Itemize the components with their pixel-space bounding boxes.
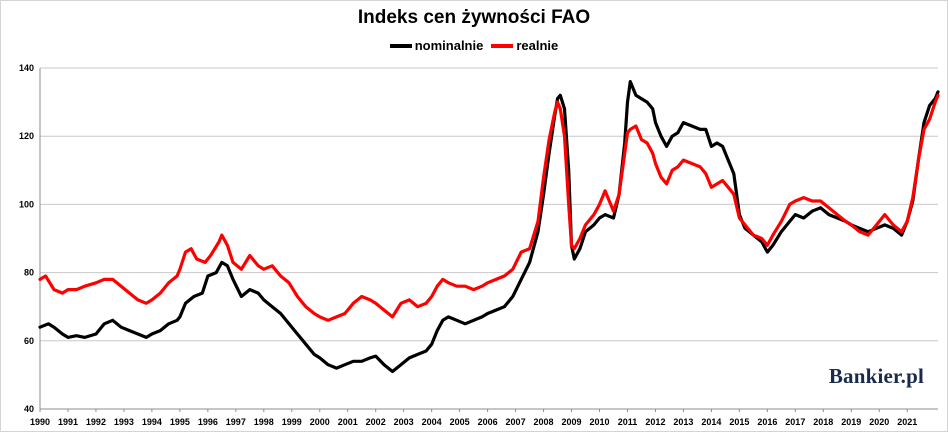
x-tick-label: 2010 [589, 417, 609, 427]
y-tick-label: 60 [24, 336, 34, 346]
x-tick-label: 2003 [394, 417, 414, 427]
series-line-real [38, 93, 940, 322]
legend-swatch-nominal [389, 43, 412, 48]
x-tick-label: 2000 [310, 417, 330, 427]
series-line-nominal [38, 80, 940, 374]
x-tick-label: 2009 [562, 417, 582, 427]
x-tick-label: 2013 [673, 417, 693, 427]
x-tick-label: 2007 [506, 417, 526, 427]
y-tick-label: 80 [24, 268, 34, 278]
y-tick-label: 140 [19, 63, 34, 73]
x-tick-label: 1992 [86, 417, 106, 427]
chart-title: Indeks cen żywności FAO [357, 7, 591, 28]
x-tick-label: 2012 [645, 417, 665, 427]
x-tick-label: 2018 [813, 417, 833, 427]
bankier-logo: Bankier.pl [828, 364, 924, 388]
legend-swatch-real [491, 43, 514, 48]
legend-item-real: realnie [491, 38, 558, 53]
x-tick-label: 2016 [757, 417, 777, 427]
x-tick-label: 2015 [729, 417, 749, 427]
x-tick-label: 1999 [282, 417, 302, 427]
x-tick-label: 2011 [618, 417, 638, 427]
x-tick-label: 1996 [198, 417, 218, 427]
legend-item-nominal: nominalnie [389, 38, 484, 53]
x-tick-label: 2020 [869, 417, 889, 427]
x-tick-label: 2014 [701, 417, 721, 427]
x-tick-label: 1990 [30, 417, 50, 427]
x-tick-label: 2005 [450, 417, 470, 427]
x-tick-label: 2019 [841, 417, 861, 427]
legend-label-nominal: nominalnie [414, 38, 484, 53]
x-tick-label: 2006 [478, 417, 498, 427]
legend: nominalnie realnie [0, 38, 948, 53]
x-tick-label: 1994 [142, 417, 162, 427]
y-tick-label: 40 [24, 404, 34, 414]
y-tick-label: 100 [19, 199, 34, 209]
x-tick-label: 1991 [58, 417, 78, 427]
x-tick-label: 2001 [338, 417, 358, 427]
x-tick-label: 2017 [785, 417, 805, 427]
x-tick-label: 2021 [897, 417, 917, 427]
x-tick-label: 1993 [114, 417, 134, 427]
x-tick-label: 1995 [170, 417, 190, 427]
legend-label-real: realnie [516, 38, 559, 53]
x-tick-label: 2002 [366, 417, 386, 427]
x-tick-label: 2008 [534, 417, 554, 427]
x-tick-label: 1998 [254, 417, 274, 427]
x-tick-label: 1997 [226, 417, 246, 427]
x-tick-label: 2004 [422, 417, 442, 427]
y-tick-label: 120 [19, 131, 34, 141]
